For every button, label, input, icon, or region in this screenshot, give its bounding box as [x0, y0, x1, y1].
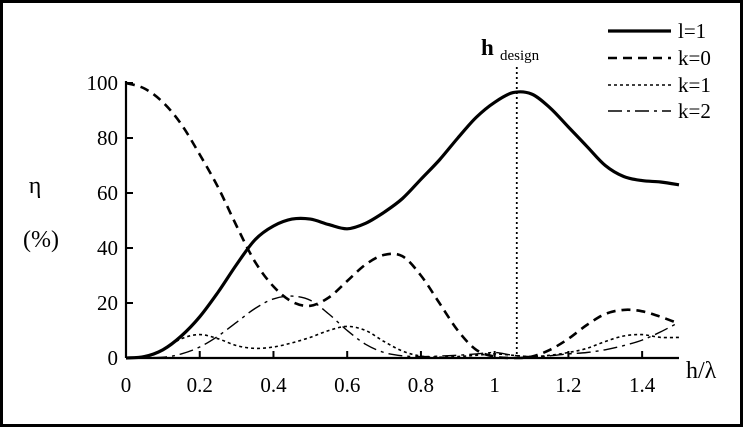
- x-tick-label: 1.2: [555, 373, 581, 397]
- y-tick-label: 80: [97, 126, 118, 150]
- legend: l=1 k=0 k=1k=2: [608, 19, 711, 123]
- legend-label-k=0: k=0: [678, 46, 711, 70]
- series-line-k=0: [125, 81, 680, 360]
- y-tick-label: 0: [108, 346, 119, 370]
- legend-label-k=2: k=2: [678, 99, 711, 123]
- x-tick-label: 0.6: [334, 373, 360, 397]
- design-label: h: [481, 35, 494, 60]
- series-layer: [125, 81, 680, 360]
- y-tick-label: 20: [97, 291, 118, 315]
- efficiency-chart: 0 20 40 60 80 100 0 0.2 0.4 0.6 0.8 1 1.2 1.4 h design…: [23, 19, 717, 397]
- x-tick-label: 0.2: [187, 373, 213, 397]
- legend-label-k=1: k=1: [678, 73, 711, 97]
- x-tick-label: 0: [121, 373, 132, 397]
- design-label-subscript: design: [500, 48, 540, 64]
- x-tick-label: 1: [489, 373, 500, 397]
- y-tick-label: 100: [87, 71, 119, 95]
- legend-label-l=1: l=1: [678, 19, 706, 43]
- axes: 0 20 40 60 80 100 0 0.2 0.4 0.6 0.8 1 1.2 1.4: [87, 71, 679, 397]
- y-tick-label: 40: [97, 236, 118, 260]
- axis-labels: η (%) h/λ: [23, 173, 717, 384]
- series-line-l=1: [125, 90, 680, 360]
- x-tick-label: 1.4: [629, 373, 656, 397]
- x-tick-label: 0.4: [260, 373, 287, 397]
- y-tick-label: 60: [97, 181, 118, 205]
- y-axis-label: η: [29, 173, 42, 199]
- y-axis-unit: (%): [23, 227, 59, 253]
- x-axis-label: h/λ: [686, 358, 717, 384]
- x-tick-label: 0.8: [408, 373, 434, 397]
- series-line-k=2: [125, 295, 680, 359]
- series-line-k=1: [125, 325, 680, 359]
- annotation-layer: h design: [481, 35, 540, 358]
